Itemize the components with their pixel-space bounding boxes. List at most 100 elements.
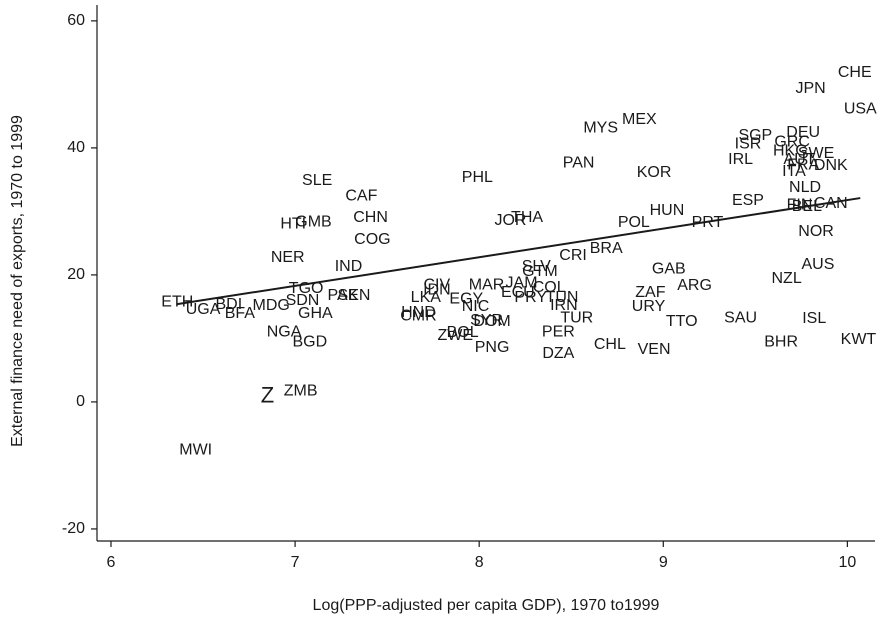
point-label: NZL [772,270,802,287]
point-label: MAR [469,276,505,293]
fit-line [177,197,861,306]
point-label: DOM [473,313,510,330]
point-label: IDN [423,281,451,298]
point-label: VEN [638,341,671,358]
point-label: PHL [462,169,493,186]
point-label: THA [511,209,543,226]
point-label: NER [271,249,305,266]
point-label: BGD [292,333,327,350]
point-label: ITA [782,163,806,180]
point-label: JOR [494,212,526,229]
point-label: MYS [583,119,618,136]
point-label: SAU [724,309,757,326]
point-label: USA [844,100,877,117]
point-label: COL [533,279,566,296]
point-label: POL [618,214,650,231]
point-label: BHR [764,333,798,350]
point-label: SEN [338,287,371,304]
point-label: PNG [475,339,510,356]
point-label: ESP [732,192,764,209]
point-label: CAF [345,187,377,204]
point-label: SWE [798,145,834,162]
point-label: UGA [186,301,221,318]
point-label: IRN [550,297,578,314]
point-label: MWI [179,441,212,458]
point-label: FIN [787,196,813,213]
point-label: PAN [563,154,595,171]
x-tick-label: 9 [659,554,668,571]
y-axis-title: External finance need of exports, 1970 t… [9,115,26,447]
y-tick-label: 0 [76,393,85,410]
point-label: HTI [280,215,306,232]
point-label: TUR [560,309,593,326]
point-label: ARG [677,277,712,294]
point-label: IND [335,258,363,275]
point-label: TTO [666,313,698,330]
point-label: SLV [522,258,551,275]
point-label: HKG [773,142,808,159]
point-label: ZWE [437,327,473,344]
point-label: PRY [514,289,547,306]
point-label: TGO [289,280,324,297]
point-label: GRC [774,133,810,150]
point-label: NLD [789,179,821,196]
y-tick-label: 20 [67,266,85,283]
point-label: PRT [692,214,724,231]
point-label: MDG [252,297,289,314]
point-label: ISR [735,135,762,152]
point-label: ECU [501,284,535,301]
point-label: BFA [225,305,256,322]
point-label: EGY [449,290,483,307]
point-label: SLE [302,172,332,189]
point-label: CHL [594,336,626,353]
x-axis-title: Log(PPP-adjusted per capita GDP), 1970 t… [313,597,660,614]
x-tick-label: 6 [107,554,116,571]
point-label: GHA [298,305,333,322]
point-label: SGP [738,127,772,144]
point-label: BEL [792,198,822,215]
point-label: PAK [328,287,359,304]
point-label: URY [632,298,666,315]
point-label: AUT [784,151,816,168]
point-label: PER [542,323,575,340]
point-label: NIC [462,298,490,315]
point-label: NOR [798,223,834,240]
point-label: HND [401,304,436,321]
x-tick-label: 10 [838,554,856,571]
point-label: GMB [295,213,331,230]
y-tick-label: -20 [62,520,85,537]
y-tick-label: 40 [67,139,85,156]
point-label: NGA [267,323,302,340]
point-label: SYR [470,312,503,329]
point-label: CRI [559,247,587,264]
point-label: BOL [447,324,479,341]
point-label: CMR [400,307,436,324]
point-label: CHN [353,209,388,226]
point-label: AUS [801,256,834,273]
point-label: CAN [814,195,848,212]
point-label: TUN [546,289,579,306]
point-label: SDN [286,292,320,309]
point-label: COG [354,231,390,248]
point-label: DNK [814,157,848,174]
point-label: DZA [542,345,574,362]
point-label: HUN [650,202,685,219]
point-label: MEX [622,111,657,128]
point-label: CIV [424,276,451,293]
point-label: CHE [838,64,872,81]
point-label: KOR [637,164,672,181]
point-label: JAM [506,274,538,291]
x-tick-label: 8 [475,554,484,571]
point-label: BRA [590,240,623,257]
x-tick-label: 7 [291,554,300,571]
point-label: BDI [215,296,242,313]
point-label: ISL [802,310,826,327]
point-label: DEU [786,124,820,141]
point-label: GAB [652,260,686,277]
point-label: JPN [795,80,825,97]
point-label: GTM [522,263,558,280]
point-label: ZAF [635,284,665,301]
point-label: ZMB [284,382,318,399]
point-label: KWT [841,331,877,348]
